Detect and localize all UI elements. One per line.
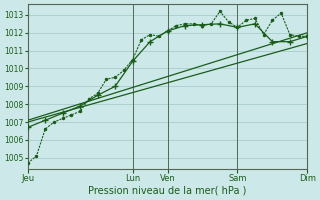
X-axis label: Pression niveau de la mer( hPa ): Pression niveau de la mer( hPa ) — [88, 186, 247, 196]
